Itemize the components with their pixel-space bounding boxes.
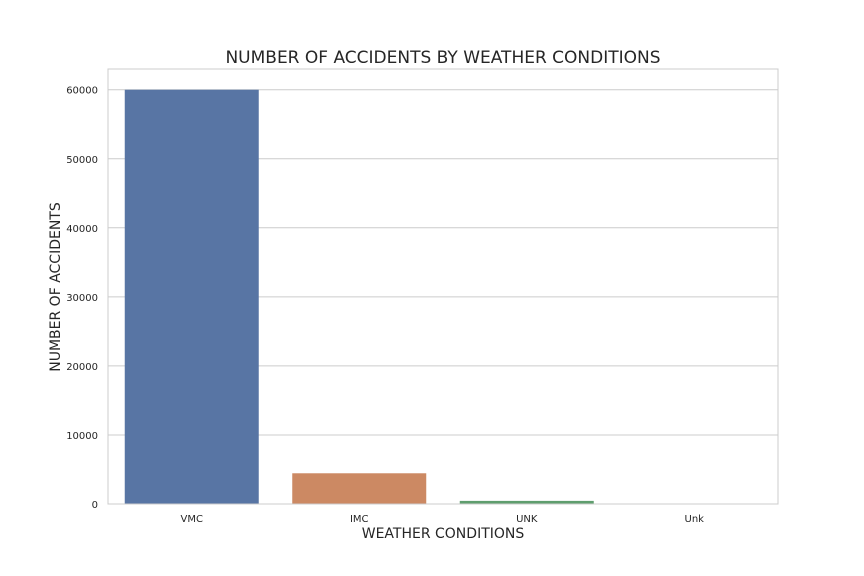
bar-vmc-0 xyxy=(124,89,259,504)
y-tick-label: 20000 xyxy=(66,362,98,373)
bar-imc-1 xyxy=(292,473,427,504)
x-tick-label: Unk xyxy=(685,514,705,525)
y-tick-label: 50000 xyxy=(66,155,98,166)
y-tick-label: 60000 xyxy=(66,86,98,97)
x-tick-label: VMC xyxy=(181,514,203,525)
chart-title: NUMBER OF ACCIDENTS BY WEATHER CONDITION… xyxy=(225,48,660,68)
y-tick-label: 30000 xyxy=(66,293,98,304)
x-tick-label: UNK xyxy=(516,514,538,525)
y-tick-label: 10000 xyxy=(66,431,98,442)
plot-frame xyxy=(107,68,779,505)
y-tick-label: 0 xyxy=(92,500,98,511)
y-tick-labels: 0 10000 20000 30000 40000 50000 60000 xyxy=(66,86,98,511)
bars-layer xyxy=(124,89,762,504)
y-tick-label: 40000 xyxy=(66,224,98,235)
bar-unk-2 xyxy=(459,500,594,504)
y-axis-label: NUMBER OF ACCIDENTS xyxy=(48,202,64,372)
x-axis-label: WEATHER CONDITIONS xyxy=(362,526,525,542)
x-tick-labels: VMC IMC UNK Unk xyxy=(181,514,705,525)
x-tick-label: IMC xyxy=(350,514,369,525)
